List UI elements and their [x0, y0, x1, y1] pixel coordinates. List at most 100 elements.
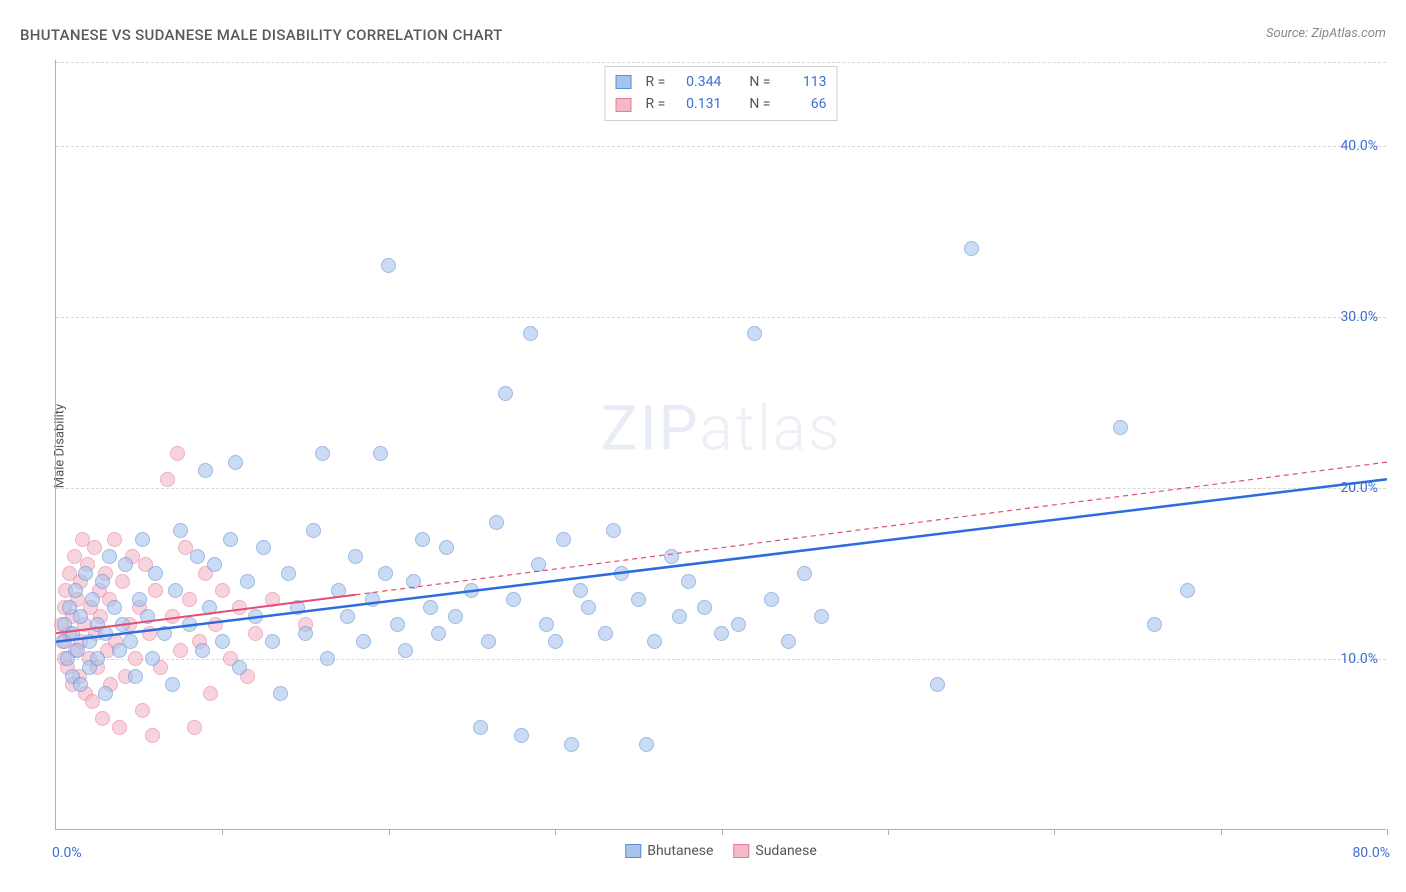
bhutanese-point	[598, 626, 613, 641]
bhutanese-point	[464, 583, 479, 598]
bhutanese-point	[930, 677, 945, 692]
x-axis-max-label: 80.0%	[1352, 845, 1390, 861]
bhutanese-point	[964, 241, 979, 256]
bhutanese-point	[731, 617, 746, 632]
x-tick	[1054, 829, 1055, 835]
bhutanese-point	[514, 728, 529, 743]
bhutanese-point	[315, 446, 330, 461]
legend-swatch	[733, 844, 749, 858]
watermark: ZIPatlas	[601, 393, 842, 466]
bhutanese-point	[273, 686, 288, 701]
bhutanese-point	[406, 574, 421, 589]
gridline	[56, 146, 1386, 147]
bhutanese-point	[78, 566, 93, 581]
x-axis-min-label: 0.0%	[52, 845, 82, 861]
bhutanese-point	[256, 540, 271, 555]
n-label: N =	[749, 71, 770, 93]
y-tick-label: 40.0%	[1340, 138, 1378, 154]
bhutanese-point	[223, 532, 238, 547]
bhutanese-point	[1180, 583, 1195, 598]
bhutanese-point	[473, 720, 488, 735]
sudanese-point	[208, 617, 223, 632]
bhutanese-point	[281, 566, 296, 581]
x-tick	[555, 829, 556, 835]
bhutanese-point	[1147, 617, 1162, 632]
legend-item: Sudanese	[733, 843, 816, 859]
bhutanese-point	[781, 634, 796, 649]
bhutanese-point	[1113, 420, 1128, 435]
bhutanese-point	[498, 386, 513, 401]
bhutanese-point	[190, 549, 205, 564]
sudanese-point	[112, 720, 127, 735]
bhutanese-point	[107, 600, 122, 615]
bhutanese-point	[697, 600, 712, 615]
sudanese-point	[187, 720, 202, 735]
regression-lines	[56, 60, 1386, 829]
r-label: R =	[646, 71, 666, 93]
bhutanese-point	[423, 600, 438, 615]
gridline	[56, 62, 1386, 63]
source-label: Source: ZipAtlas.com	[1266, 26, 1386, 41]
bhutanese-point	[356, 634, 371, 649]
bhutanese-point	[207, 557, 222, 572]
bhutanese-point	[128, 669, 143, 684]
legend-swatch	[616, 75, 632, 89]
bhutanese-point	[381, 258, 396, 273]
x-tick	[1221, 829, 1222, 835]
bhutanese-point	[564, 737, 579, 752]
x-tick	[1387, 829, 1388, 835]
sudanese-point	[173, 643, 188, 658]
sudanese-point	[265, 592, 280, 607]
bhutanese-point	[102, 549, 117, 564]
bhutanese-point	[140, 609, 155, 624]
sudanese-point	[145, 728, 160, 743]
y-tick-label: 20.0%	[1340, 480, 1378, 496]
bhutanese-point	[523, 326, 538, 341]
bhutanese-point	[573, 583, 588, 598]
sudanese-point	[115, 574, 130, 589]
bhutanese-point	[65, 626, 80, 641]
series-legend: Bhutanese Sudanese	[625, 843, 817, 859]
bhutanese-point	[448, 609, 463, 624]
legend-label: Sudanese	[755, 843, 816, 859]
bhutanese-point	[764, 592, 779, 607]
bhutanese-point	[331, 583, 346, 598]
y-tick-label: 10.0%	[1340, 651, 1378, 667]
sudanese-point	[135, 703, 150, 718]
sudanese-point	[215, 583, 230, 598]
plot-area: ZIPatlas 10.0%20.0%30.0%40.0% R =0.344N …	[55, 60, 1386, 830]
n-value: 113	[778, 71, 826, 93]
bhutanese-point	[82, 634, 97, 649]
sudanese-point	[182, 592, 197, 607]
bhutanese-point	[431, 626, 446, 641]
bhutanese-point	[306, 523, 321, 538]
bhutanese-point	[73, 609, 88, 624]
legend-swatch	[616, 98, 632, 112]
bhutanese-point	[148, 566, 163, 581]
bhutanese-point	[195, 643, 210, 658]
bhutanese-point	[439, 540, 454, 555]
bhutanese-point	[265, 634, 280, 649]
bhutanese-point	[539, 617, 554, 632]
bhutanese-point	[123, 634, 138, 649]
bhutanese-point	[240, 574, 255, 589]
bhutanese-point	[95, 574, 110, 589]
bhutanese-point	[157, 626, 172, 641]
bhutanese-point	[639, 737, 654, 752]
sudanese-point	[165, 609, 180, 624]
bhutanese-point	[232, 660, 247, 675]
bhutanese-point	[548, 634, 563, 649]
bhutanese-point	[531, 557, 546, 572]
legend-label: Bhutanese	[647, 843, 713, 859]
legend-row: R =0.344N =113	[616, 71, 827, 93]
bhutanese-point	[390, 617, 405, 632]
bhutanese-point	[228, 455, 243, 470]
correlation-legend: R =0.344N =113R =0.131N =66	[605, 66, 838, 121]
x-tick	[389, 829, 390, 835]
bhutanese-point	[489, 515, 504, 530]
bhutanese-point	[614, 566, 629, 581]
bhutanese-point	[365, 592, 380, 607]
bhutanese-point	[814, 609, 829, 624]
x-tick	[722, 829, 723, 835]
bhutanese-point	[348, 549, 363, 564]
